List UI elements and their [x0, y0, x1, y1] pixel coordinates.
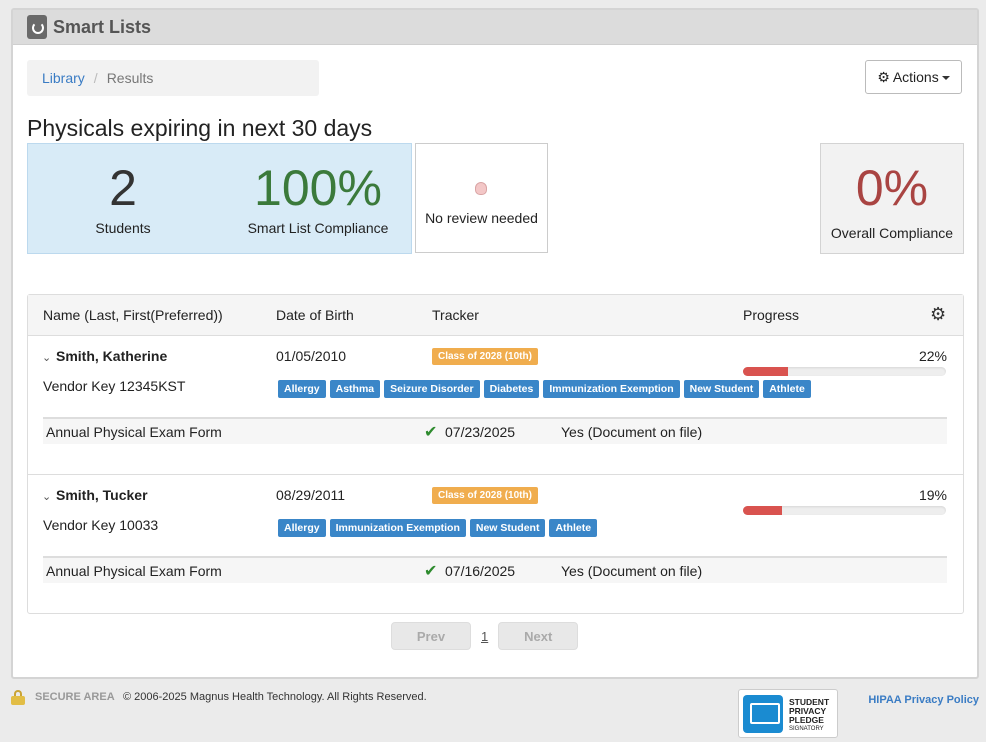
tag: Immunization Exemption: [543, 380, 680, 398]
tag: Allergy: [278, 380, 326, 398]
collapse-chevron-icon[interactable]: ⌄: [42, 352, 52, 364]
breadcrumb-separator: /: [93, 70, 98, 86]
smart-compliance-label: Smart List Compliance: [247, 220, 389, 236]
header-name[interactable]: Name (Last, First(Preferred)): [43, 307, 223, 323]
breadcrumb: Library / Results: [27, 60, 319, 96]
table-header: Name (Last, First(Preferred)) Date of Bi…: [28, 295, 963, 336]
footer: SECURE AREA © 2006-2025 Magnus Health Te…: [11, 688, 981, 742]
vendor-key: Vendor Key 10033: [43, 517, 159, 533]
summary-stats-box: 2 Students 100% Smart List Compliance: [27, 143, 412, 254]
date-of-birth: 01/05/2010: [276, 348, 347, 364]
page-title: Physicals expiring in next 30 days: [27, 115, 373, 141]
students-stat: 2 Students: [68, 160, 178, 236]
class-badge: Class of 2028 (10th): [432, 348, 538, 365]
header-dob[interactable]: Date of Birth: [276, 307, 354, 323]
vendor-key: Vendor Key 12345KST: [43, 378, 186, 394]
students-count: 2: [109, 160, 137, 216]
table-row: ⌄ Smith, Katherine Vendor Key 12345KST 0…: [28, 336, 963, 475]
overall-compliance-label: Overall Compliance: [830, 225, 954, 241]
form-row: Annual Physical Exam Form ✔ 07/23/2025 Y…: [43, 417, 947, 444]
panel-header: Smart Lists: [13, 10, 977, 45]
class-badge: Class of 2028 (10th): [432, 487, 538, 504]
copyright-text: © 2006-2025 Magnus Health Technology. Al…: [123, 691, 427, 703]
form-status: Yes (Document on file): [561, 424, 703, 440]
overall-compliance-box: 0% Overall Compliance: [820, 143, 964, 254]
tag: Asthma: [329, 380, 381, 398]
hipaa-privacy-policy-link[interactable]: HIPAA Privacy Policy: [868, 694, 979, 706]
tracker-tags: Allergy Immunization Exemption New Stude…: [278, 519, 598, 537]
progress-percent: 19%: [918, 487, 947, 503]
review-status-box: No review needed: [415, 143, 548, 253]
secure-area-label: SECURE AREA: [35, 691, 115, 703]
tag: Immunization Exemption: [329, 519, 466, 537]
form-name[interactable]: Annual Physical Exam Form: [46, 563, 222, 579]
tag: Athlete: [763, 380, 811, 398]
form-name[interactable]: Annual Physical Exam Form: [46, 424, 222, 440]
smart-compliance-value: 100%: [254, 160, 382, 216]
laptop-graduation-icon: [743, 695, 783, 733]
panel-title: Smart Lists: [53, 16, 152, 37]
actions-dropdown-button[interactable]: ⚙ Actions: [865, 60, 962, 94]
gear-icon: ⚙: [877, 68, 890, 85]
form-date: 07/23/2025: [445, 424, 516, 440]
students-table: Name (Last, First(Preferred)) Date of Bi…: [27, 294, 964, 614]
review-label: No review needed: [425, 210, 538, 226]
progress-percent: 22%: [918, 348, 947, 364]
form-date: 07/16/2025: [445, 563, 516, 579]
pledge-text: STUDENT PRIVACY PLEDGE SIGNATORY: [789, 697, 830, 733]
tag: New Student: [683, 380, 760, 398]
tag: New Student: [469, 519, 546, 537]
prev-page-button[interactable]: Prev: [391, 622, 471, 650]
progress-bar-fill: [743, 367, 788, 376]
check-icon: ✔: [424, 563, 438, 580]
students-label: Students: [95, 220, 151, 236]
header-progress[interactable]: Progress: [743, 307, 800, 323]
hand-icon: [475, 182, 487, 195]
breadcrumb-current: Results: [106, 70, 154, 86]
tag: Athlete: [549, 519, 598, 537]
smart-compliance-stat: 100% Smart List Compliance: [238, 160, 398, 236]
actions-label: Actions: [892, 69, 939, 85]
collapse-chevron-icon[interactable]: ⌄: [42, 491, 52, 503]
breadcrumb-library-link[interactable]: Library: [42, 70, 85, 86]
lock-icon: [11, 690, 25, 705]
progress-bar-fill: [743, 506, 782, 515]
tracker-tags: Allergy Asthma Seizure Disorder Diabetes…: [278, 380, 811, 398]
page-number-link[interactable]: 1: [481, 628, 489, 644]
progress-bar: [743, 367, 946, 376]
tag: Diabetes: [483, 380, 540, 398]
student-name[interactable]: Smith, Tucker: [56, 487, 148, 503]
next-page-button[interactable]: Next: [498, 622, 579, 650]
progress-bar: [743, 506, 946, 515]
table-row: ⌄ Smith, Tucker Vendor Key 10033 08/29/2…: [28, 475, 963, 614]
check-icon: ✔: [424, 424, 438, 441]
pagination: Prev 1 Next: [391, 622, 579, 650]
form-row: Annual Physical Exam Form ✔ 07/16/2025 Y…: [43, 556, 947, 583]
caret-down-icon: [941, 76, 950, 80]
smart-lists-panel: Smart Lists Library / Results ⚙ Actions …: [11, 8, 979, 679]
column-settings-gear-icon[interactable]: ⚙: [930, 304, 947, 324]
form-status: Yes (Document on file): [561, 563, 703, 579]
tag: Seizure Disorder: [384, 380, 480, 398]
smart-list-icon: [27, 15, 47, 39]
student-name[interactable]: Smith, Katherine: [56, 348, 168, 364]
student-privacy-pledge-badge[interactable]: STUDENT PRIVACY PLEDGE SIGNATORY: [738, 689, 838, 738]
header-tracker[interactable]: Tracker: [432, 307, 479, 323]
date-of-birth: 08/29/2011: [276, 487, 346, 503]
tag: Allergy: [278, 519, 326, 537]
overall-compliance-value: 0%: [855, 160, 929, 216]
